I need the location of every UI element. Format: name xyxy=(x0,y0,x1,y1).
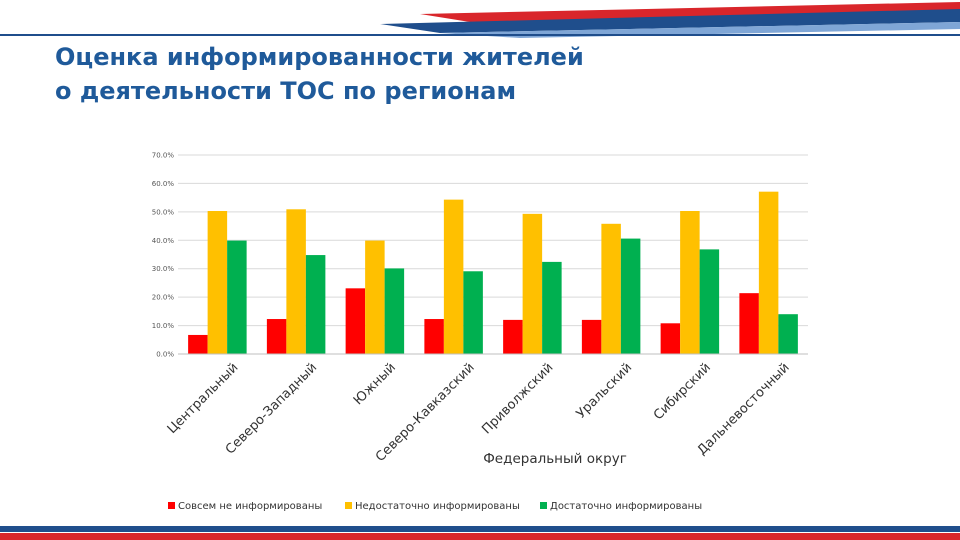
y-tick-label: 10.0% xyxy=(152,322,175,330)
bar xyxy=(503,319,523,354)
x-tick-label: Уральский xyxy=(574,360,636,422)
bar xyxy=(680,211,700,354)
bar xyxy=(660,323,681,354)
bar xyxy=(365,240,385,354)
x-tick-label: Приволжский xyxy=(479,360,556,437)
slide-title: Оценка информированности жителей о деяте… xyxy=(55,43,584,105)
legend-label: Достаточно информированы xyxy=(550,501,702,512)
bars xyxy=(188,191,798,354)
legend-swatch xyxy=(168,502,175,509)
bar xyxy=(620,238,641,354)
y-tick-label: 70.0% xyxy=(152,152,175,160)
y-tick-label: 0.0% xyxy=(156,351,174,359)
bar xyxy=(443,199,464,354)
legend-label: Недостаточно информированы xyxy=(355,501,520,512)
header-decorative-band xyxy=(0,2,960,38)
legend: Совсем не информированы Недостаточно инфо… xyxy=(168,501,702,512)
bar xyxy=(739,293,759,354)
y-tick-label: 20.0% xyxy=(152,294,175,302)
bar xyxy=(207,211,228,354)
header-blue-stripe xyxy=(380,9,960,33)
bar xyxy=(188,334,208,354)
legend-swatch xyxy=(345,502,352,509)
bar xyxy=(463,271,483,354)
bar xyxy=(758,191,779,354)
y-tick-label: 50.0% xyxy=(152,208,175,216)
header-rule xyxy=(0,34,960,36)
legend-swatch xyxy=(540,502,547,509)
bar xyxy=(384,268,405,354)
bar xyxy=(286,209,306,354)
y-tick-label: 60.0% xyxy=(152,180,175,188)
bar xyxy=(581,319,602,354)
footer-red-stripe xyxy=(0,533,960,540)
y-tick-label: 30.0% xyxy=(152,265,175,273)
x-tick-label: Сибирский xyxy=(651,360,714,423)
x-tick-label: Северо-Западный xyxy=(223,360,320,457)
y-tick-label: 40.0% xyxy=(152,237,175,245)
footer-decorative-band xyxy=(0,526,960,540)
bar xyxy=(305,255,326,354)
x-axis-title: Федеральный округ xyxy=(483,451,627,467)
header-red-stripe xyxy=(420,2,960,22)
bar xyxy=(424,319,444,354)
bar xyxy=(522,213,543,354)
bar xyxy=(542,261,562,354)
bar xyxy=(601,223,621,354)
bar xyxy=(266,319,287,354)
bar xyxy=(699,249,720,354)
footer-blue-stripe xyxy=(0,526,960,532)
x-tick-label: Центральный xyxy=(165,360,242,437)
x-tick-label: Южный xyxy=(351,360,399,408)
bar xyxy=(227,240,247,354)
bar xyxy=(345,288,366,354)
bar xyxy=(778,314,798,354)
legend-label: Совсем не информированы xyxy=(178,501,322,512)
